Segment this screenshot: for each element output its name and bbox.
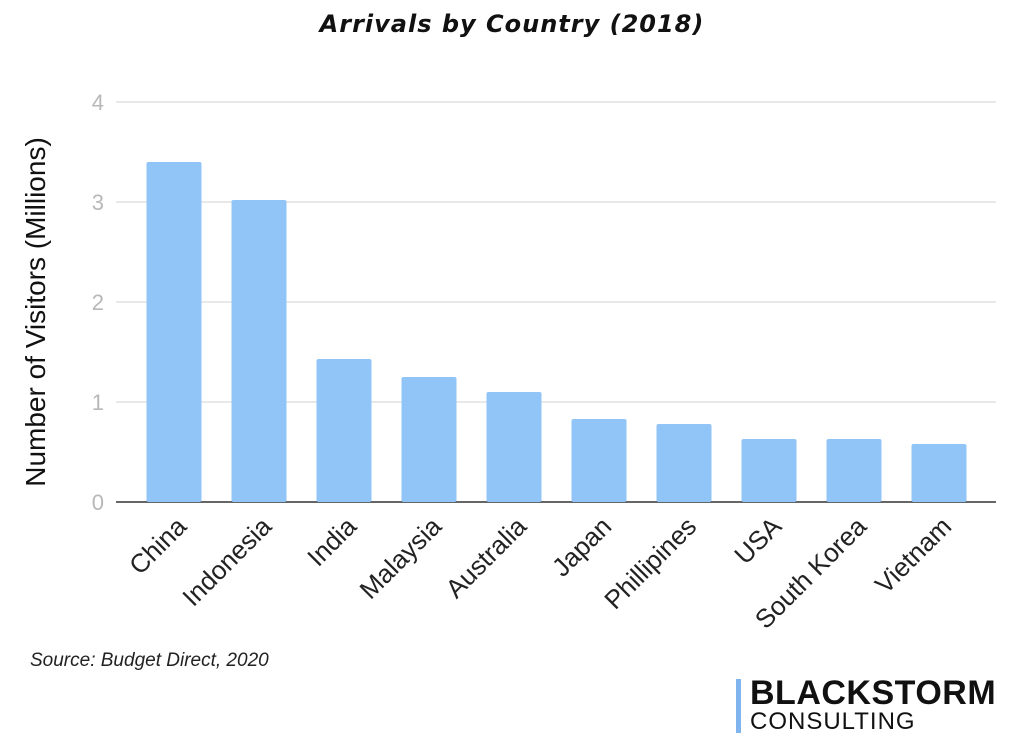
x-tick-label: USA (728, 511, 787, 570)
x-tick-label: India (301, 511, 362, 572)
x-tick-label: Japan (546, 511, 617, 582)
brand-name-top: BLACKSTORM (750, 674, 997, 712)
y-tick-label: 0 (92, 490, 104, 515)
x-tick-label: Vietnam (869, 511, 957, 599)
chart-title: Arrivals by Country (2018) (319, 10, 705, 38)
bar (231, 200, 287, 502)
bar (486, 392, 542, 502)
brand-name-bottom: CONSULTING (750, 708, 916, 735)
x-tick-label: Indonesia (176, 511, 277, 612)
x-tick-label: Malaysia (353, 511, 447, 605)
y-tick-label: 2 (92, 290, 104, 315)
bar (401, 377, 457, 502)
bar (316, 359, 372, 502)
brand-accent-bar (736, 679, 741, 733)
x-tick-label: Phillipines (598, 511, 702, 615)
bar (911, 444, 967, 502)
bar (741, 439, 797, 502)
y-tick-label: 3 (92, 190, 104, 215)
y-tick-label: 1 (92, 390, 104, 415)
bar (571, 419, 627, 502)
source-note: Source: Budget Direct, 2020 (30, 650, 269, 671)
x-tick-label: China (123, 511, 193, 581)
bar (656, 424, 712, 502)
bar (826, 439, 882, 502)
bar (146, 162, 202, 502)
y-tick-label: 4 (92, 90, 104, 115)
brand-logo: BLACKSTORM CONSULTING (736, 676, 1006, 736)
x-tick-label: Australia (440, 511, 533, 604)
